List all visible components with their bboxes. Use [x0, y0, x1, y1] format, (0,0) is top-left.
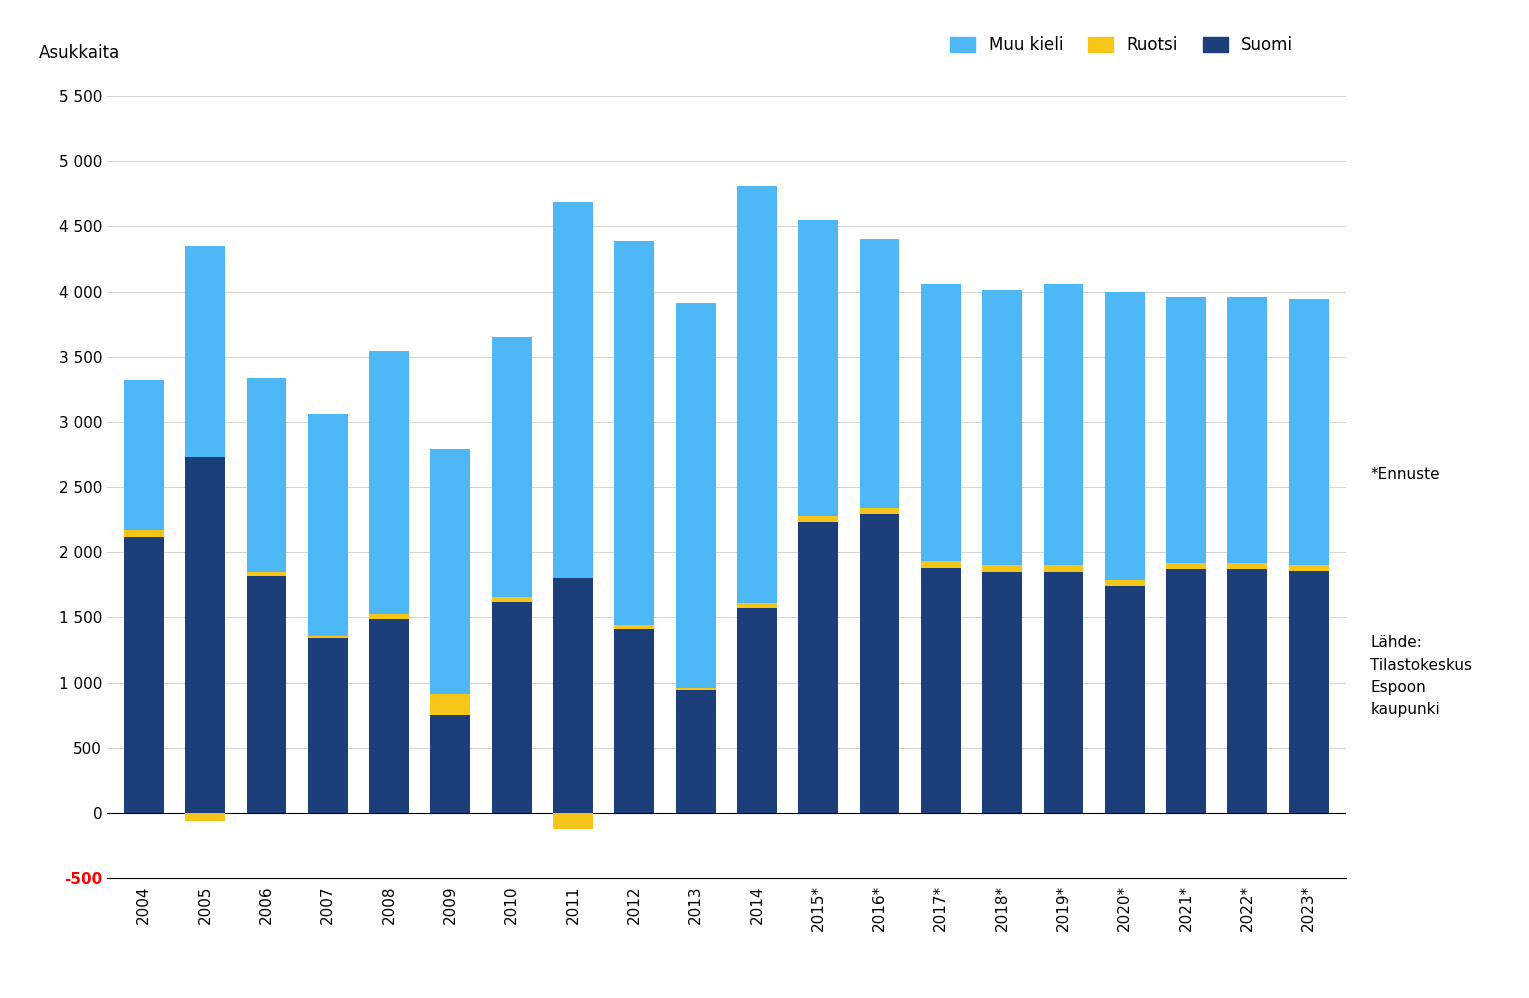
Bar [431, 716, 471, 813]
Bar [615, 629, 654, 813]
Bar [798, 522, 838, 813]
Bar [615, 241, 654, 626]
Bar [553, 579, 593, 813]
Bar [1105, 586, 1145, 813]
Bar [982, 565, 1021, 572]
Bar [553, 813, 593, 828]
Bar [1044, 572, 1084, 813]
Legend: Muu kieli, Ruotsi, Suomi: Muu kieli, Ruotsi, Suomi [943, 30, 1300, 61]
Bar [492, 337, 532, 597]
Bar [737, 609, 777, 813]
Bar [368, 351, 408, 614]
Bar [1228, 296, 1268, 563]
Bar [185, 246, 225, 457]
Bar [307, 414, 347, 636]
Bar [246, 576, 286, 813]
Bar [124, 530, 164, 537]
Bar [307, 636, 347, 639]
Bar [859, 515, 899, 813]
Bar [676, 691, 716, 813]
Bar [982, 290, 1021, 565]
Bar [920, 568, 960, 813]
Bar [1167, 296, 1206, 563]
Bar [492, 597, 532, 602]
Bar [859, 508, 899, 515]
Bar [859, 240, 899, 508]
Text: Lähde:
Tilastokeskus
Espoon
kaupunki: Lähde: Tilastokeskus Espoon kaupunki [1370, 636, 1472, 717]
Bar [246, 572, 286, 576]
Bar [982, 572, 1021, 813]
Bar [615, 626, 654, 629]
Bar [492, 602, 532, 813]
Bar [737, 186, 777, 603]
Bar [307, 639, 347, 813]
Text: Asukkaita: Asukkaita [38, 44, 121, 62]
Bar [798, 516, 838, 522]
Bar [1044, 565, 1084, 572]
Bar [1289, 298, 1329, 565]
Bar [553, 202, 593, 579]
Bar [1105, 580, 1145, 586]
Bar [124, 380, 164, 530]
Bar [431, 449, 471, 695]
Bar [1289, 565, 1329, 571]
Bar [1228, 563, 1268, 569]
Bar [676, 303, 716, 688]
Bar [1289, 571, 1329, 813]
Bar [676, 688, 716, 691]
Bar [185, 457, 225, 813]
Bar [798, 220, 838, 516]
Bar [1167, 569, 1206, 813]
Bar [368, 614, 408, 619]
Text: *Ennuste: *Ennuste [1370, 466, 1440, 482]
Bar [1167, 563, 1206, 569]
Bar [185, 813, 225, 821]
Bar [920, 562, 960, 568]
Bar [920, 283, 960, 562]
Bar [246, 377, 286, 572]
Bar [1044, 283, 1084, 565]
Bar [124, 537, 164, 813]
Bar [737, 603, 777, 609]
Bar [1228, 569, 1268, 813]
Bar [1105, 291, 1145, 580]
Bar [431, 695, 471, 716]
Bar [368, 619, 408, 813]
